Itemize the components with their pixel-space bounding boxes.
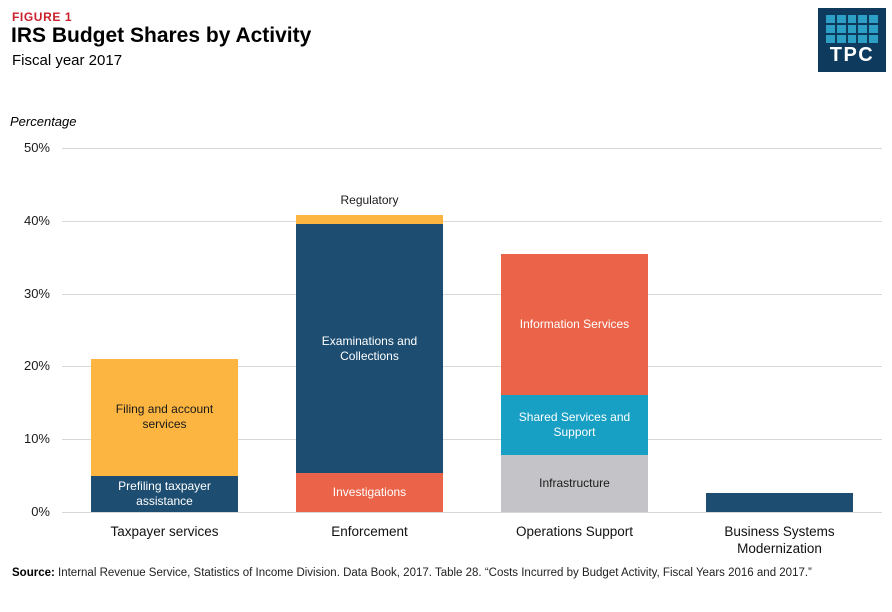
segment-label: Infrastructure [539,476,610,491]
bar-segment: Prefiling taxpayer assistance [91,475,238,512]
page-subtitle: Fiscal year 2017 [12,52,123,69]
gridline [62,512,882,513]
y-tick-label: 50% [23,140,50,155]
bar-segment: Examinations and Collections [296,224,443,474]
y-tick-label: 20% [23,358,50,374]
source-note: Source: Internal Revenue Service, Statis… [12,566,880,582]
y-tick-label: 30% [23,285,50,301]
bar-segment [296,214,443,225]
x-axis-label: Taxpayer services [110,524,219,539]
segment-label: Information Services [519,316,630,331]
x-axis-label: Enforcement [331,524,408,539]
gridline [62,220,882,222]
y-tick-label: 0% [31,504,50,519]
bar-segment: Shared Services and Support [501,394,648,456]
y-axis-title: Percentage [10,114,77,129]
gridline [62,293,882,295]
bar-segment: Information Services [501,253,648,395]
x-axis-label: Operations Support [515,524,634,539]
segment-label: Shared Services and Support [518,409,631,439]
tpc-logo-grid-icon [826,15,878,43]
tpc-logo-text: TPC [829,44,875,66]
segment-label: Filing and account services [115,402,214,432]
figure-label: FIGURE 1 [12,10,73,24]
source-text: Internal Revenue Service, Statistics of … [54,567,812,579]
gridline [62,439,882,441]
bar-segment [706,493,853,512]
bar-segment: Investigations [296,473,443,512]
segment-label-above: Regulatory [340,192,399,207]
segment-label: Examinations and Collections [321,333,418,363]
y-tick-label: 10% [23,431,50,447]
segment-label: Prefiling taxpayer assistance [118,478,211,508]
tpc-logo: TPC [818,8,886,72]
gridline [62,366,882,368]
x-axis-label: Business Systems Modernization [724,524,835,556]
page-title: IRS Budget Shares by Activity [11,24,312,47]
segment-label: Investigations [332,485,407,500]
source-label: Source: [12,567,55,579]
y-tick-label: 40% [23,212,50,228]
bar-segment: Infrastructure [501,455,648,512]
gridline [62,148,882,149]
bar-segment: Filing and account services [91,359,238,476]
